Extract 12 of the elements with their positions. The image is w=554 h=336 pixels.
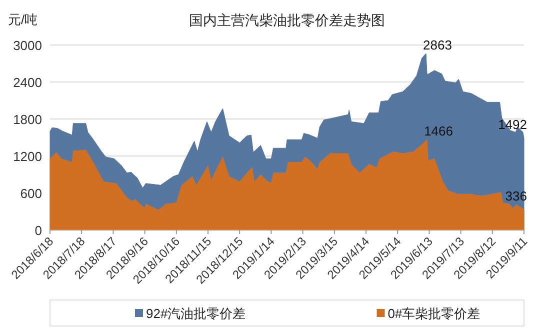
annotation: 1466 <box>424 124 454 139</box>
y-tick-label: 1200 <box>13 149 42 164</box>
y-tick-label: 600 <box>20 186 42 201</box>
legend-label: 92#汽油批零价差 <box>146 306 246 321</box>
legend-label: 0#车柴批零价差 <box>388 306 480 321</box>
chart-title: 国内主营汽柴油批零价差走势图 <box>189 12 385 28</box>
y-tick-label: 0 <box>34 223 42 238</box>
y-axis-title: 元/吨 <box>8 12 38 27</box>
annotation: 2863 <box>423 37 452 52</box>
y-tick-label: 3000 <box>13 38 42 53</box>
y-tick-label: 1800 <box>13 112 42 127</box>
y-tick-label: 2400 <box>13 75 42 90</box>
